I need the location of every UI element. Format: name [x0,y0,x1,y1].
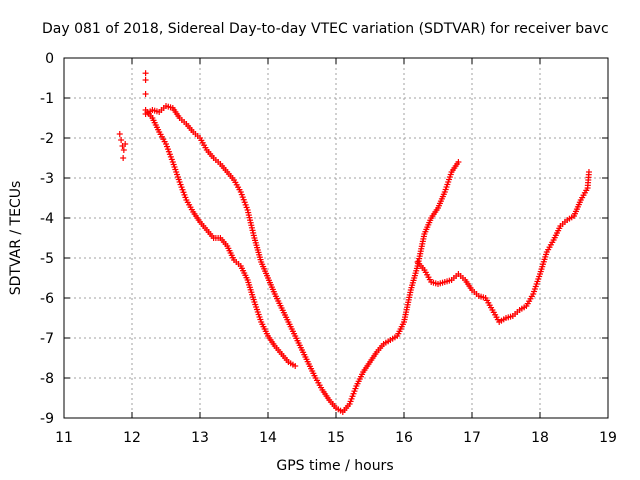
y-tick-label: -5 [40,251,54,267]
chart-title: Day 081 of 2018, Sidereal Day-to-day VTE… [42,21,609,37]
x-tick-label: 19 [599,430,617,446]
axis-ticks [63,57,609,419]
data-point-isolated [120,147,127,153]
x-tick-label: 16 [395,430,413,446]
x-axis-label: GPS time / hours [276,458,393,474]
x-tick-label: 13 [191,430,209,446]
y-axis-label: SDTVAR / TECUs [8,181,24,296]
x-tick-label: 18 [531,430,549,446]
data-point-isolated [122,141,129,147]
data-markers [116,70,592,415]
x-tick-label: 14 [259,430,277,446]
tick-labels: 11 12 13 14 15 16 17 18 19 0 -1 -2 -3 -4 -5 -6 -7 -8 -9 [40,51,617,446]
y-tick-label: -6 [40,291,54,307]
data-point-track3 [585,169,592,175]
x-tick-label: 17 [463,430,481,446]
data-point-isolated [142,70,149,77]
y-tick-label: -8 [40,371,54,387]
y-tick-label: -7 [40,331,54,347]
data-point-track2 [292,363,299,369]
x-tick-label: 12 [123,430,141,446]
data-point-track1 [455,159,462,165]
data-point-isolated [142,77,149,83]
data-point-isolated [116,131,123,137]
x-tick-label: 11 [55,430,73,446]
y-tick-label: -9 [40,411,54,427]
data-point-isolated [120,155,127,161]
grid-lines [64,58,608,418]
data-point-isolated [118,137,125,143]
y-tick-label: -4 [40,211,54,227]
data-point-isolated [142,91,149,97]
x-tick-label: 15 [327,430,345,446]
y-tick-label: -1 [40,91,54,107]
y-tick-label: 0 [45,51,54,67]
y-tick-label: -3 [40,171,54,187]
y-tick-label: -2 [40,131,54,147]
